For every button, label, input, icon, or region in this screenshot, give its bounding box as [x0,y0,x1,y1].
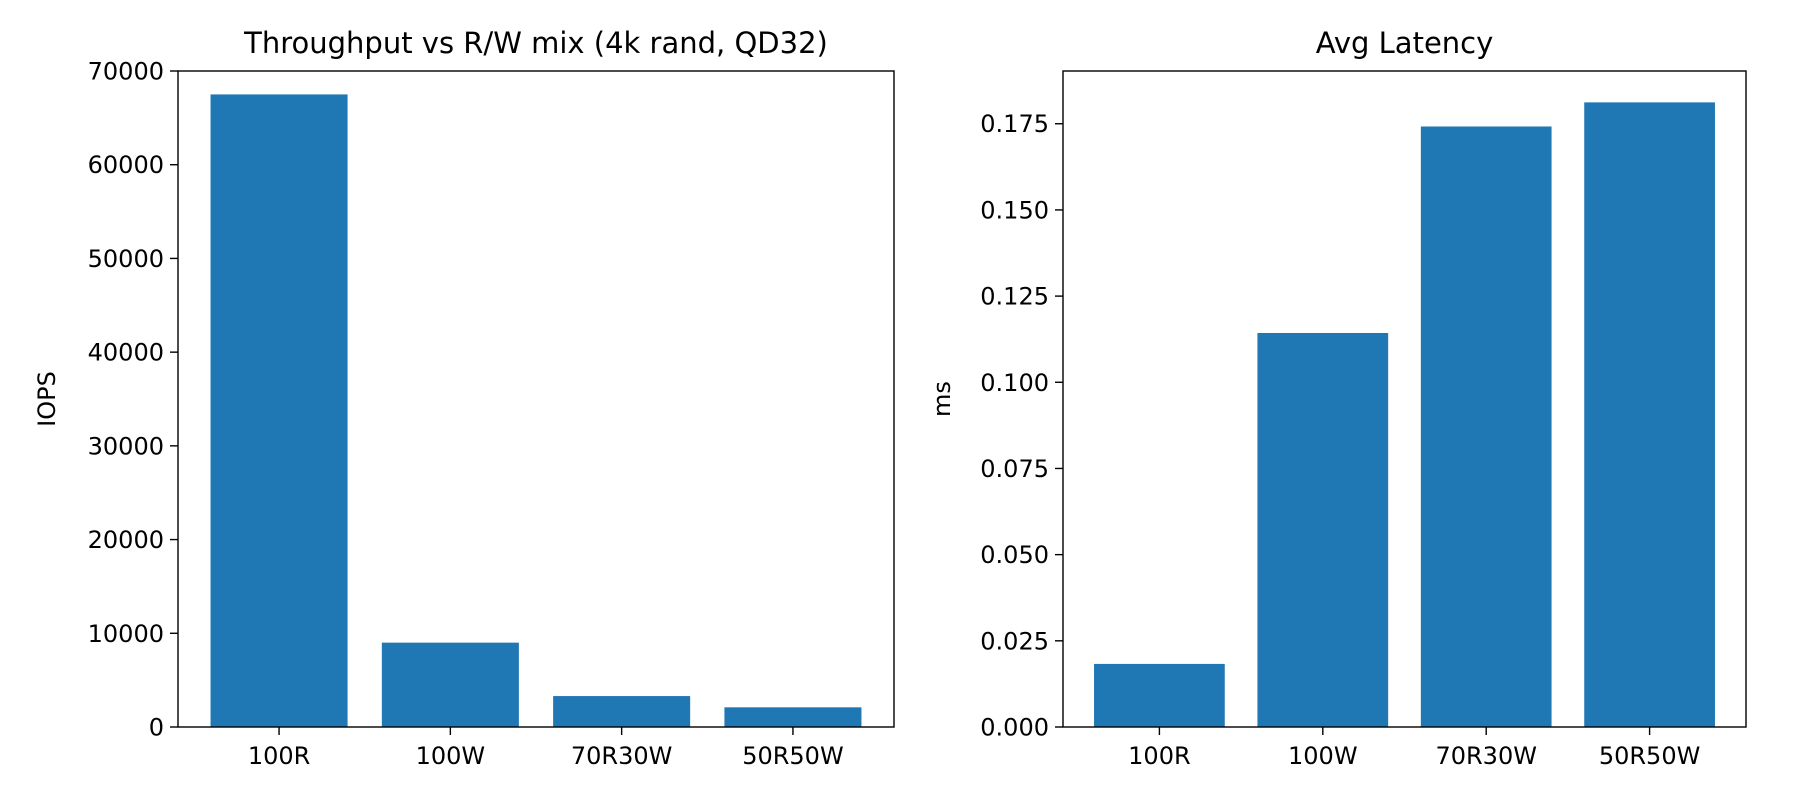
bar-100r [210,94,348,727]
y-tick-label: 0.025 [980,627,1049,655]
y-tick-label: 0.050 [980,541,1049,569]
x-tick-label: 100R [248,742,310,770]
bar-50r50w [1584,102,1715,728]
plot-frame [1062,70,1747,728]
bar-100w [381,642,519,727]
y-tick-label: 0 [149,714,164,742]
y-axis-ticks: 0.000 0.025 0.050 0.075 0.100 0.125 0.150 0.175 [980,110,1063,742]
y-axis-label: ms [928,381,956,417]
y-tick-label: 0.125 [980,283,1049,311]
y-tick-label: 0.000 [980,714,1049,742]
y-tick-label: 0.175 [980,110,1049,138]
chart-title: Avg Latency [1316,26,1494,60]
x-tick-label: 50R50W [742,742,843,770]
y-axis-label: IOPS [33,371,61,427]
x-axis-ticks: 100R 100W 70R30W 50R50W [248,727,844,770]
y-tick-label: 30000 [88,432,164,460]
x-tick-label: 100W [1288,742,1358,770]
y-tick-label: 60000 [88,151,164,179]
y-tick-label: 20000 [88,526,164,554]
x-tick-label: 100W [416,742,486,770]
y-tick-label: 0.150 [980,196,1049,224]
x-tick-label: 50R50W [1599,742,1700,770]
latency-chart: Avg Latency ms 0.000 0.025 0.050 0.075 0.100… [928,26,1747,770]
y-tick-label: 50000 [88,245,164,273]
bar-50r50w [724,707,862,727]
x-tick-label: 70R30W [571,742,672,770]
y-tick-label: 0.075 [980,455,1049,483]
bar-70r30w [553,696,691,727]
bars [1094,102,1715,728]
plot-frame [177,70,895,728]
iops-chart: Throughput vs R/W mix (4k rand, QD32) IO… [33,26,895,770]
y-tick-label: 40000 [88,339,164,367]
bar-100r [1094,663,1225,727]
bars [210,94,862,727]
y-tick-label: 70000 [88,58,164,86]
x-axis-ticks: 100R 100W 70R30W 50R50W [1128,727,1700,770]
chart-title: Throughput vs R/W mix (4k rand, QD32) [243,26,828,60]
y-tick-label: 0.100 [980,369,1049,397]
bar-70r30w [1420,126,1552,727]
x-tick-label: 100R [1128,742,1190,770]
x-tick-label: 70R30W [1435,742,1536,770]
y-tick-label: 10000 [88,620,164,648]
bar-100w [1257,332,1389,727]
y-axis-ticks: 0 10000 20000 30000 40000 50000 60000 70000 [88,58,178,742]
